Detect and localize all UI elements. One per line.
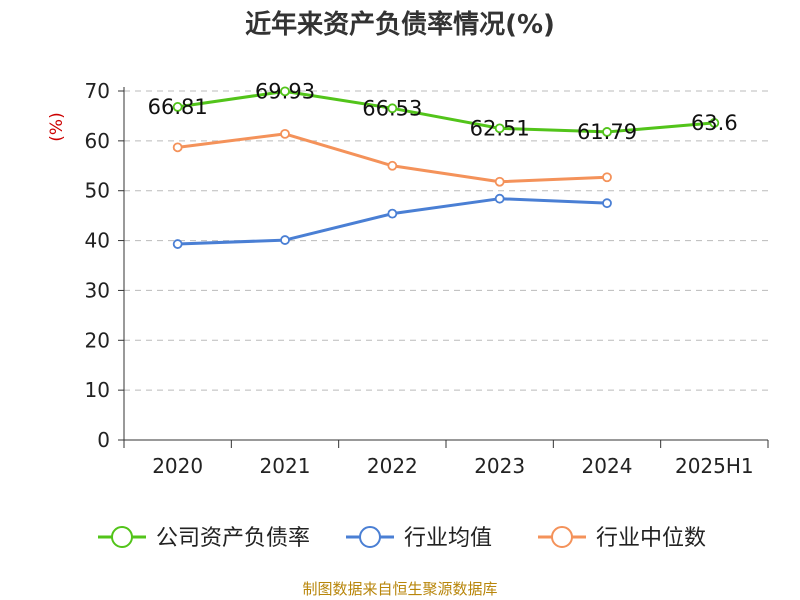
y-tick-label-70: 70: [85, 79, 110, 103]
grid-lines: [124, 90, 768, 391]
y-tick-label-40: 40: [85, 229, 110, 253]
series-1-point-2021: [280, 235, 290, 245]
series-0-point-2024: [602, 127, 612, 137]
series-line-1: [177, 197, 608, 246]
series-line-0: [177, 89, 715, 134]
legend-marker-0: [111, 526, 133, 548]
series-0-point-2020: [172, 102, 183, 112]
series-0-point-2023: [494, 123, 505, 134]
series-1-point-2023: [494, 193, 505, 204]
series-0-point-2021: [280, 86, 290, 97]
data-label-2025H1: 63.6: [691, 111, 738, 135]
legend-label-0: 公司资产负债率: [156, 526, 310, 551]
y-axis-unit-label: (%): [47, 112, 67, 141]
x-tick-label-2021: 2021: [260, 454, 311, 478]
chart-title: 近年来资产负债率情况(%): [245, 10, 555, 40]
y-tick-label-50: 50: [85, 179, 110, 203]
source-note: 制图数据来自恒生聚源数据库: [302, 580, 498, 598]
series-2-point-2020: [172, 142, 183, 153]
x-tick-label-2022: 2022: [367, 454, 418, 478]
x-tick-label-2025H1: 2025H1: [675, 454, 754, 478]
series-2-point-2022: [387, 160, 398, 171]
legend-label-2: 行业中位数: [596, 526, 706, 551]
series-2-point-2023: [494, 176, 505, 187]
legend-label-1: 行业均值: [404, 526, 492, 551]
data-label-2024: 61.79: [577, 120, 637, 144]
y-tick-label-0: 0: [97, 428, 110, 452]
data-labels: 66.81 69.93 66.53 62.51 61.79 63.6: [148, 79, 738, 144]
x-tick-label-2024: 2024: [582, 454, 633, 478]
legend-marker-1: [359, 526, 381, 548]
legend: 公司资产负债率 行业均值 行业中位数: [98, 526, 706, 551]
series-0-point-2025H1: [709, 118, 720, 128]
series-0-point-2022: [387, 103, 398, 114]
y-tick-label-30: 30: [85, 278, 110, 302]
series-1-point-2022: [387, 208, 398, 219]
series-1-point-2024: [602, 198, 612, 209]
data-label-2020: 66.81: [148, 95, 208, 119]
data-label-2021: 69.93: [255, 79, 315, 103]
legend-marker-2: [551, 526, 573, 548]
y-tick-label-60: 60: [85, 129, 110, 153]
x-tick-label-2020: 2020: [152, 454, 203, 478]
series-1-point-2020: [172, 239, 183, 249]
axes: 0 10 20 30 40 50 60 70 (%) 2020 2021 2022 2023 2024 20…: [47, 79, 769, 478]
y-tick-label-20: 20: [85, 328, 110, 352]
y-tick-label-10: 10: [85, 378, 110, 402]
series-2-point-2021: [280, 128, 290, 139]
data-label-2022: 66.53: [362, 96, 422, 120]
data-label-2023: 62.51: [470, 116, 530, 140]
x-tick-label-2023: 2023: [474, 454, 525, 478]
series-2-point-2024: [602, 172, 612, 183]
series-lines: [172, 86, 720, 249]
